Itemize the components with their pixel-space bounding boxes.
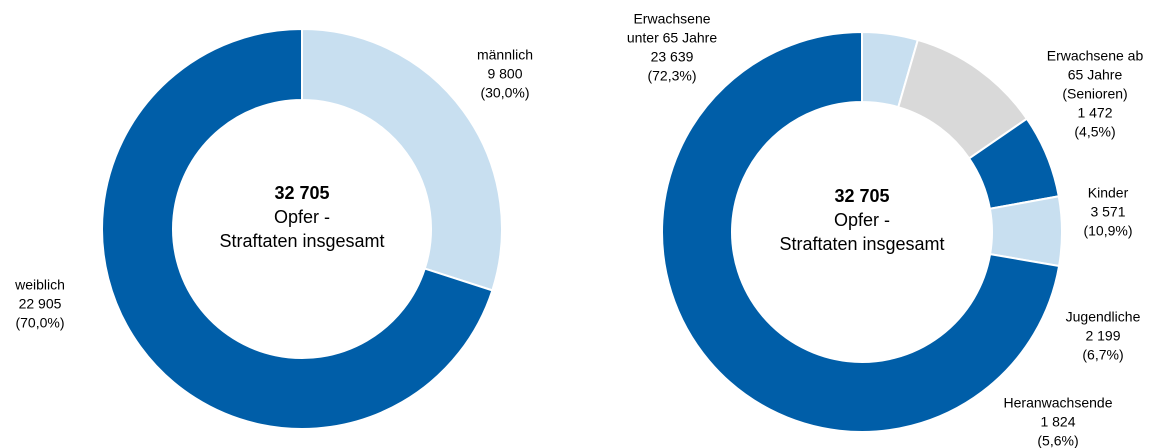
slice-value-label: 3 571 <box>1090 204 1125 220</box>
slice-percent-label: (6,7%) <box>1082 347 1123 363</box>
slice-percent-label: (10,9%) <box>1083 223 1132 239</box>
center-label: Straftaten insgesamt <box>779 234 944 254</box>
slice-label: Jugendliche <box>1066 309 1141 325</box>
slice-label: Erwachsene <box>633 11 710 27</box>
center-label: Straftaten insgesamt <box>219 231 384 251</box>
slice-value-label: 9 800 <box>487 66 522 82</box>
slice-label: (Senioren) <box>1062 86 1127 102</box>
donut-slice <box>661 30 1061 433</box>
slice-value-label: 22 905 <box>19 296 62 312</box>
slice-value-label: 23 639 <box>651 49 694 65</box>
slice-value-label: 1 824 <box>1040 414 1075 430</box>
center-label: 32 705 <box>274 183 329 203</box>
slice-label: Erwachsene ab <box>1047 48 1144 64</box>
slice-percent-label: (70,0%) <box>15 315 64 331</box>
slice-percent-label: (4,5%) <box>1074 124 1115 140</box>
donut-slice <box>301 27 503 292</box>
slice-percent-label: (30,0%) <box>480 85 529 101</box>
donut-slice <box>101 27 494 430</box>
center-label: 32 705 <box>834 186 889 206</box>
center-label: Opfer - <box>834 210 890 230</box>
slice-label: 65 Jahre <box>1068 67 1123 83</box>
slice-percent-label: (72,3%) <box>647 68 696 84</box>
slice-label: Heranwachsende <box>1004 395 1113 411</box>
slice-value-label: 1 472 <box>1077 105 1112 121</box>
slice-percent-label: (5,6%) <box>1037 433 1078 448</box>
center-label: Opfer - <box>274 207 330 227</box>
slice-label: weiblich <box>14 277 65 293</box>
slice-label: Kinder <box>1088 185 1129 201</box>
slice-label: unter 65 Jahre <box>627 30 717 46</box>
slice-value-label: 2 199 <box>1085 328 1120 344</box>
slice-label: männlich <box>477 47 533 63</box>
